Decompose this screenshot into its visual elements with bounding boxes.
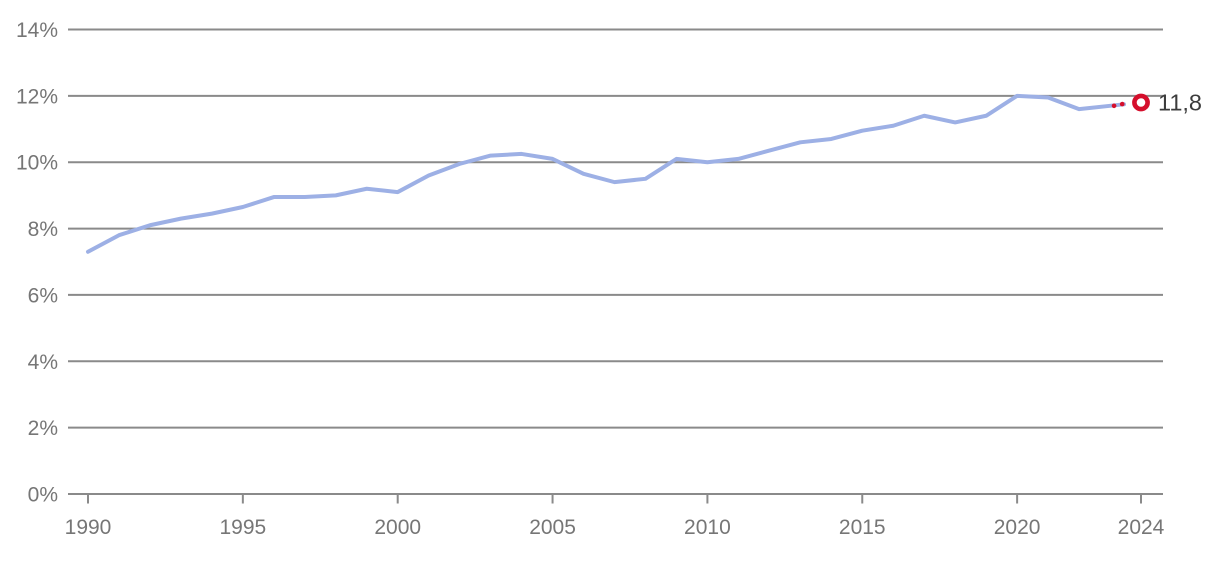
y-tick-label: 2% (28, 417, 58, 440)
x-tick-label: 2000 (374, 516, 421, 539)
y-tick-label: 10% (16, 152, 58, 175)
end-value-label: 11,8 (1158, 89, 1202, 115)
projection-line (1111, 100, 1133, 109)
y-tick-label: 8% (28, 218, 58, 241)
x-tick-label: 2005 (529, 516, 576, 539)
y-tick-label: 4% (28, 351, 58, 374)
x-tick-label: 2020 (994, 516, 1041, 539)
x-tick-label: 2010 (684, 516, 731, 539)
end-marker (1132, 93, 1150, 112)
x-tick-label: 2015 (839, 516, 886, 539)
y-axis-labels: 0% 2% 4% 6% 8% 10% 12% 14% (16, 19, 58, 507)
gridlines (68, 28, 1163, 495)
x-axis-ticks (87, 494, 1142, 504)
y-tick-label: 0% (28, 484, 58, 507)
data-line (86, 93, 1126, 254)
x-tick-label: 2024 (1118, 516, 1165, 539)
y-tick-label: 6% (28, 284, 58, 307)
y-tick-label: 12% (16, 85, 58, 108)
x-tick-label: 1990 (65, 516, 112, 539)
x-axis-labels: 1990 1995 2000 2005 2010 2015 2020 2024 (65, 516, 1165, 539)
y-tick-label: 14% (16, 19, 58, 42)
x-tick-label: 1995 (219, 516, 266, 539)
